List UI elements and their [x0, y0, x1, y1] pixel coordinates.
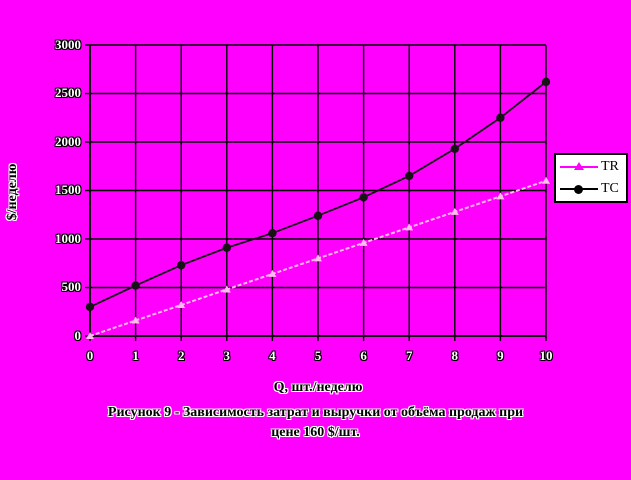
tr-data-point [177, 300, 186, 308]
y-tick-label: 2000 [55, 134, 81, 149]
tr-data-point [450, 207, 459, 215]
tc-data-point [359, 193, 368, 202]
tr-data-point [131, 316, 140, 324]
legend-label-tr: TR [601, 159, 619, 174]
tr-data-point [268, 269, 277, 277]
figure-caption-line2: цене 160 $/шт. [271, 425, 360, 440]
tc-data-point [85, 302, 95, 312]
tc-data-point [450, 144, 459, 153]
figure-caption-line1: Рисунок 9 - Зависимость затрат и выручки… [107, 405, 524, 420]
tr-data-point [542, 176, 550, 184]
x-tick-label: 0 [86, 348, 94, 363]
legend-item-tr: TR [556, 157, 626, 178]
tr-data-point [405, 223, 414, 231]
x-tick-label: 5 [314, 348, 322, 363]
x-tick-label: 3 [223, 348, 231, 363]
tr-data-point [359, 238, 368, 246]
tr-data-point [222, 285, 231, 293]
x-tick-label: 4 [269, 348, 276, 363]
y-tick-label: 1000 [55, 231, 81, 246]
tc-data-point [313, 211, 323, 220]
y-tick-label: 2500 [55, 85, 81, 100]
legend-item-tc: TC [556, 179, 626, 200]
legend-sample-tr [560, 160, 598, 174]
y-axis-title: $/неделю [5, 163, 20, 221]
x-tick-label: 10 [539, 348, 553, 363]
tr-data-point [86, 332, 94, 339]
x-tick-label: 7 [405, 348, 413, 363]
tc-data-point [405, 171, 414, 181]
tc-data-point [268, 228, 277, 238]
tr-data-point [314, 254, 322, 262]
y-tick-label: 0 [74, 328, 82, 343]
x-tick-label: 1 [132, 348, 139, 363]
tr-triangle-marker-icon [574, 162, 584, 170]
tc-data-point [177, 260, 186, 270]
x-axis-title: Q, шт./неделю [273, 380, 363, 395]
tr-data-point [496, 192, 505, 200]
legend-label-tc: TC [601, 181, 619, 196]
legend: TR TC [554, 153, 628, 203]
tc-circle-marker-icon [574, 185, 583, 194]
y-tick-label: 1500 [55, 182, 81, 197]
figure-caption: Рисунок 9 - Зависимость затрат и выручки… [0, 403, 631, 443]
x-tick-label: 9 [497, 348, 504, 363]
tc-data-point [541, 77, 551, 87]
tc-data-point [496, 113, 505, 122]
tc-data-point [131, 281, 140, 290]
tc-data-point [222, 243, 231, 252]
y-tick-label: 3000 [55, 37, 81, 52]
legend-sample-tc [560, 182, 598, 196]
y-tick-label: 500 [61, 279, 82, 294]
x-tick-label: 8 [451, 348, 459, 363]
x-tick-label: 6 [360, 348, 367, 363]
x-tick-label: 2 [177, 348, 185, 363]
